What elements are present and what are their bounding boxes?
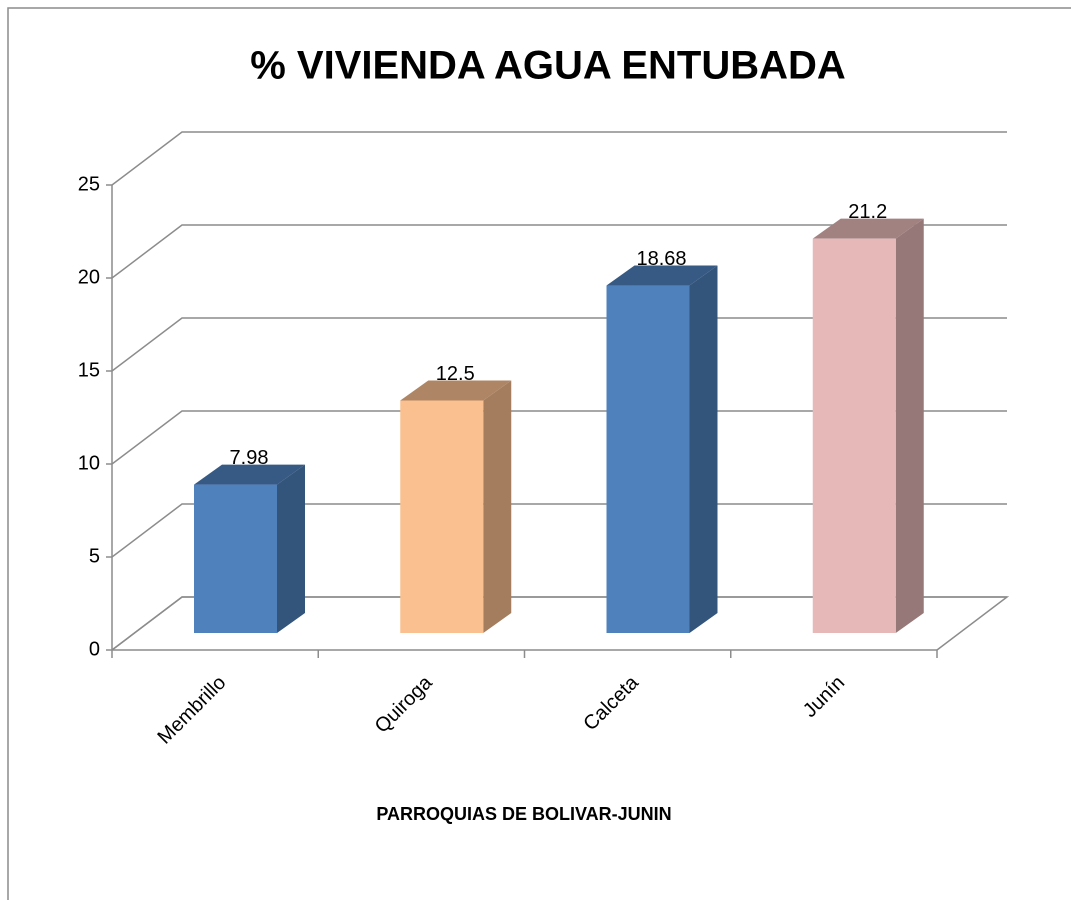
data-label: 7.98: [230, 447, 269, 469]
grid-line: [111, 596, 1007, 651]
x-tick-label: Calceta: [579, 671, 643, 735]
frame: [7, 7, 1071, 900]
bar-top: [194, 464, 305, 485]
bar-side: [895, 218, 924, 633]
y-tick-label: 25: [78, 173, 100, 195]
bar-top: [606, 265, 718, 286]
y-tick-label: 10: [78, 452, 100, 474]
x-axis-label: PARROQUIAS DE BOLIVAR-JUNIN: [376, 804, 671, 824]
bar-side: [483, 380, 512, 633]
bar: [194, 484, 277, 633]
bar-side: [277, 464, 305, 633]
data-label: 12.5: [436, 363, 475, 385]
bar-side: [689, 265, 718, 633]
chart-title: % VIVIENDA AGUA ENTUBADA: [250, 44, 846, 88]
grid-line: [111, 224, 1007, 279]
y-tick-label: 20: [78, 266, 100, 288]
bar: [606, 285, 690, 633]
grid-line: [111, 503, 1007, 558]
grid-line: [111, 410, 1007, 465]
data-label: 21.2: [848, 201, 887, 223]
y-tick-label: 15: [78, 359, 100, 381]
data-label: 18.68: [636, 248, 686, 270]
bar: [812, 238, 896, 633]
x-tick-label: Junín: [799, 672, 849, 722]
x-tick-label: Quiroga: [371, 671, 437, 737]
bar-top: [812, 218, 924, 239]
grid-line: [111, 131, 1007, 186]
y-tick-label: 0: [89, 638, 100, 660]
grid-line: [111, 317, 1007, 372]
y-tick-label: 5: [89, 545, 100, 567]
x-tick-label: Membrillo: [154, 672, 231, 749]
bar: [400, 400, 484, 633]
bar-top: [400, 380, 512, 401]
